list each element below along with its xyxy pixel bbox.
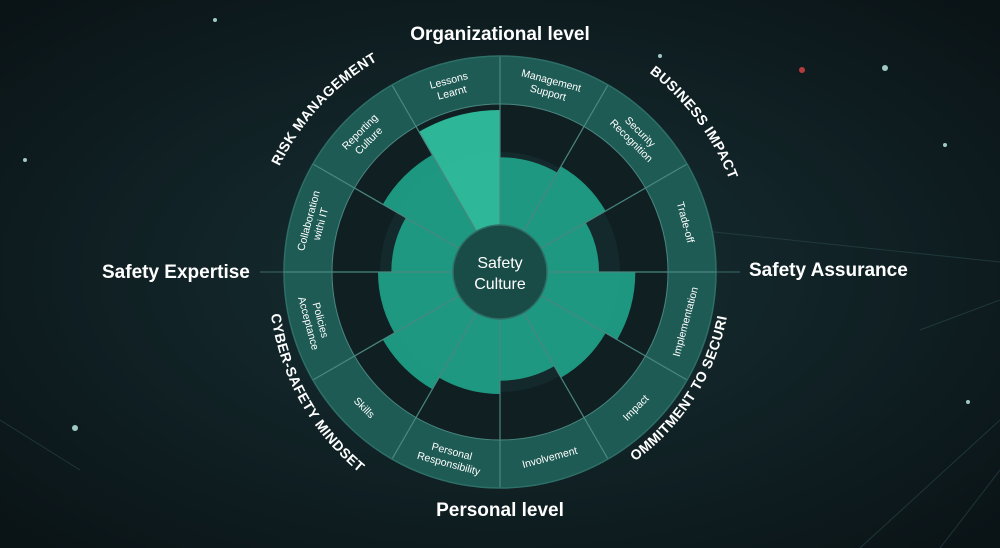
sparkles [23,18,970,431]
segment-wedge [500,312,555,381]
segment-divider [540,163,688,250]
segment-divider [522,312,609,460]
segment-wedge [523,295,606,378]
segment-divider [391,84,478,232]
segment-divider [522,84,609,232]
segment-wedge [377,272,460,334]
center-hub: Safety Culture [452,224,548,320]
segment-divider [540,294,688,381]
center-title-line1: Safety [477,255,522,272]
segment-wedge [382,295,477,390]
axis-label-right: Safety Assurance [749,260,908,281]
center-circle [452,224,548,320]
segment-wedge [523,166,606,249]
segment-wedge [540,272,636,340]
axis-label-left: Safety Expertise [102,262,250,283]
axis-label-top: Organizational level [410,24,590,45]
segment-divider [312,294,460,381]
segment-wedge [540,222,600,272]
segment-wedge [391,217,460,272]
segment-wedge [500,157,558,232]
segment-wedge [438,312,500,395]
segment-divider [391,312,478,460]
segment-divider [312,163,460,250]
center-title-line2: Culture [474,276,526,293]
segment-wedge [382,154,477,249]
axis-label-bottom: Personal level [436,500,564,521]
segment-wedge [419,110,500,232]
